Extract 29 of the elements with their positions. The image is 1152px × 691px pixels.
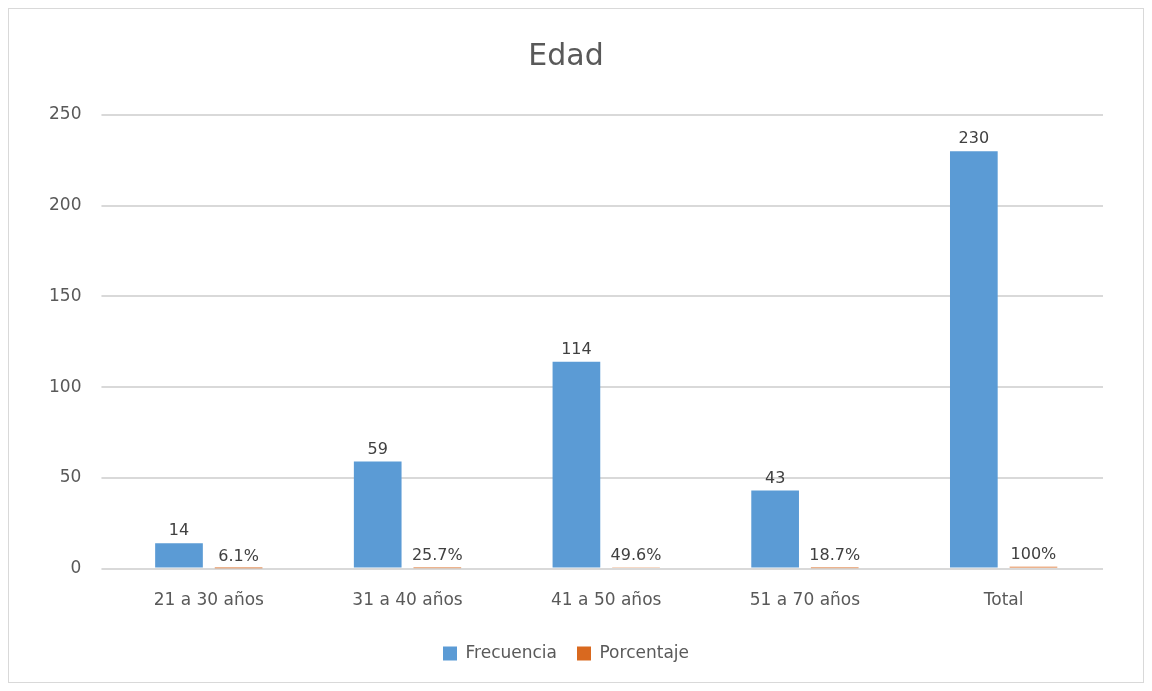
y-tick-label: 0 (70, 557, 82, 578)
y-tick-label: 250 (48, 103, 82, 124)
legend-label: Frecuencia (465, 641, 557, 662)
x-tick-label: 51 a 70 años (749, 589, 861, 610)
bar (353, 461, 402, 568)
data-label: 49.6% (610, 544, 662, 564)
legend-label: Porcentaje (599, 641, 689, 662)
data-label: 43 (764, 467, 786, 487)
data-label: 18.7% (809, 545, 861, 565)
x-tick-label: 31 a 40 años (352, 589, 463, 610)
data-label: 59 (367, 438, 388, 458)
x-tick-label: 41 a 50 años (551, 589, 662, 610)
y-tick-label: 150 (48, 284, 82, 305)
data-label: 114 (561, 338, 592, 358)
bar (751, 490, 799, 568)
data-label: 25.7% (411, 545, 463, 565)
y-tick-label: 50 (59, 466, 82, 487)
bar (949, 151, 998, 568)
y-tick-label: 200 (48, 194, 82, 215)
x-tick-label: Total (982, 589, 1024, 610)
data-label: 100% (1010, 543, 1057, 563)
x-tick-label: 21 a 30 años (153, 589, 265, 610)
chart-title: Edad (528, 36, 604, 72)
data-label: 6.1% (218, 545, 259, 565)
data-label: 230 (958, 128, 990, 148)
data-label: 14 (168, 520, 190, 540)
bar (552, 361, 601, 568)
bar (155, 543, 203, 568)
y-tick-label: 100 (48, 375, 82, 396)
